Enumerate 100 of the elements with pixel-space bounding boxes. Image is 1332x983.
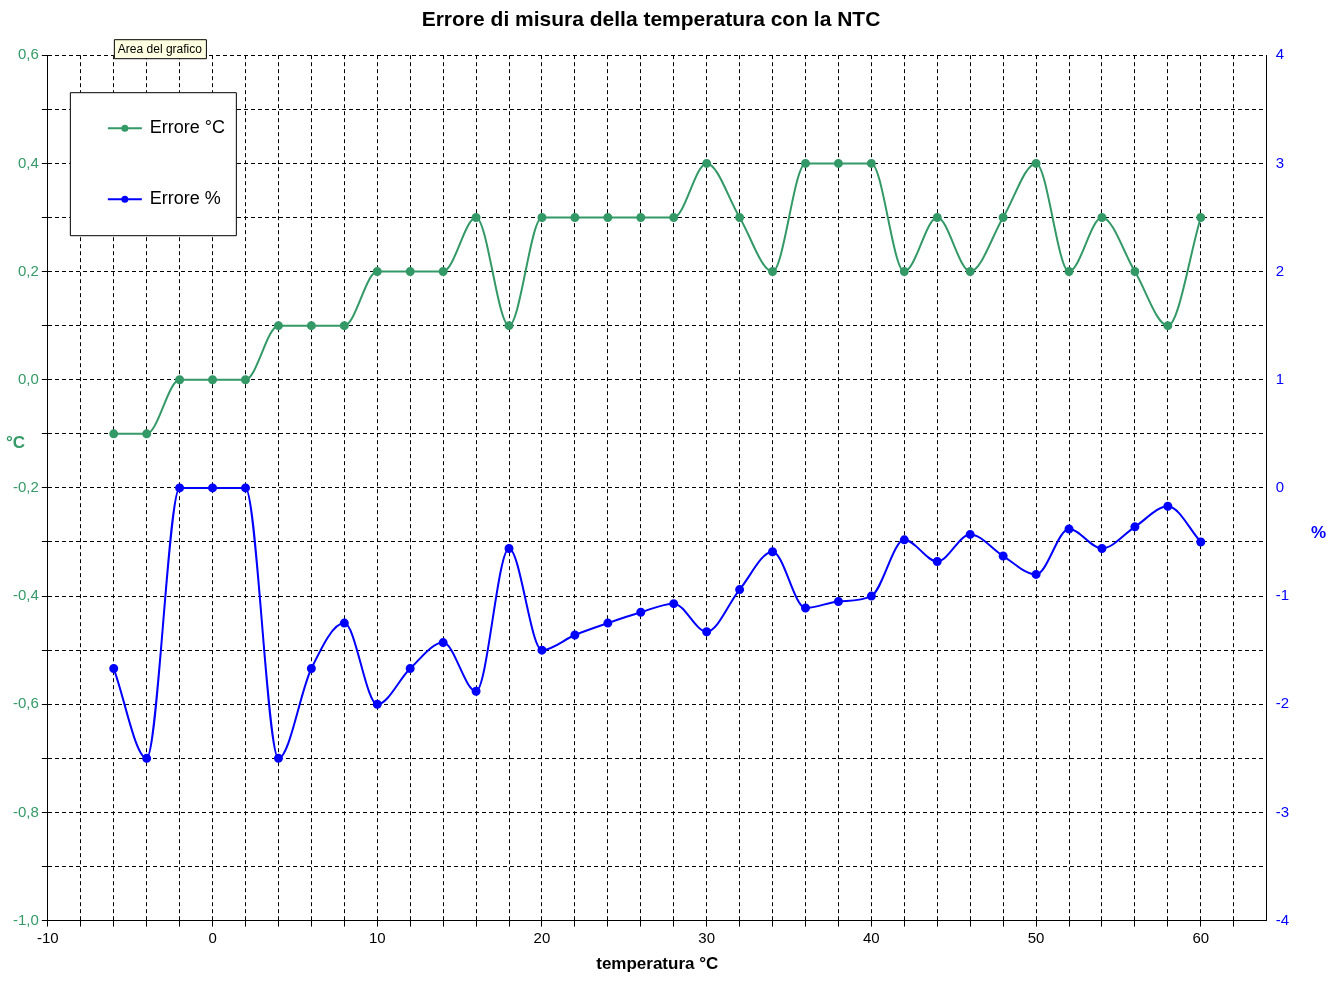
point: [537, 645, 547, 655]
point: [735, 212, 745, 222]
point: [768, 547, 778, 557]
point: [240, 483, 250, 493]
point: [1130, 522, 1140, 532]
point: [965, 267, 975, 277]
x-tick-label: 50: [1027, 928, 1045, 946]
y-tick-label: 0,0: [17, 369, 39, 387]
point: [405, 267, 415, 277]
y2-tick-label: 1: [1275, 369, 1285, 387]
point: [932, 556, 942, 566]
point: [175, 483, 185, 493]
point: [1031, 569, 1041, 579]
y-tick-label: 0,2: [17, 261, 39, 279]
point: [998, 212, 1008, 222]
legend-label: Errore °C: [149, 117, 226, 138]
point: [669, 212, 679, 222]
point: [735, 585, 745, 595]
point: [1031, 158, 1041, 168]
y-tick-label: -0,8: [12, 802, 39, 820]
point: [702, 158, 712, 168]
point: [965, 529, 975, 539]
y2-tick-label: -4: [1275, 910, 1290, 928]
point: [1163, 501, 1173, 511]
point: [175, 375, 185, 385]
point: [339, 321, 349, 331]
point: [438, 267, 448, 277]
point: [800, 158, 810, 168]
x-tick-label: 10: [368, 928, 386, 946]
x-tick-label: 0: [208, 928, 217, 946]
point: [603, 618, 613, 628]
y-tick-label: -0,6: [12, 694, 39, 712]
y-tick-label: -0,2: [12, 478, 39, 496]
x-tick-label: 30: [698, 928, 716, 946]
point: [471, 212, 481, 222]
point: [1097, 543, 1107, 553]
x-axis-title: temperatura °C: [596, 954, 719, 974]
point: [1163, 321, 1173, 331]
point: [570, 212, 580, 222]
chart-title: Errore di misura della temperatura con la NTC: [421, 7, 881, 31]
y-tick-label: 0,4: [17, 153, 39, 171]
point: [932, 212, 942, 222]
y-tick-label: -1,0: [12, 910, 39, 928]
point: [1097, 212, 1107, 222]
point: [372, 267, 382, 277]
point: [1064, 524, 1074, 534]
y2-tick-label: -1: [1275, 586, 1290, 604]
point: [1196, 537, 1206, 547]
point: [702, 627, 712, 637]
point: [339, 618, 349, 628]
point: [636, 212, 646, 222]
point: [306, 664, 316, 674]
y2-tick-label: 3: [1275, 153, 1285, 171]
y2-tick-label: 2: [1275, 261, 1285, 279]
point: [405, 664, 415, 674]
point: [142, 429, 152, 439]
point: [1130, 267, 1140, 277]
y-axis-title: °C: [6, 432, 26, 452]
point: [208, 483, 218, 493]
y2-tick-label: 0: [1275, 478, 1285, 496]
point: [1064, 267, 1074, 277]
y2-axis-title: %: [1310, 522, 1326, 542]
x-tick-label: 60: [1192, 928, 1210, 946]
y2-tick-label: -2: [1275, 694, 1290, 712]
point: [438, 638, 448, 648]
point: [142, 753, 152, 763]
point: [899, 267, 909, 277]
point: [273, 321, 283, 331]
y-tick-label: 0,6: [17, 45, 39, 63]
point: [833, 596, 843, 606]
point: [471, 686, 481, 696]
x-tick-label: 20: [533, 928, 551, 946]
point: [768, 267, 778, 277]
point: [669, 599, 679, 609]
point: [636, 607, 646, 617]
point: [208, 375, 218, 385]
annotation: Area del grafico: [117, 41, 203, 56]
point: [603, 212, 613, 222]
point: [306, 321, 316, 331]
point: [570, 630, 580, 640]
y-tick-label: -0,4: [12, 586, 39, 604]
point: [833, 158, 843, 168]
point: [998, 551, 1008, 561]
point: [866, 591, 876, 601]
point: [109, 664, 119, 674]
point: [372, 699, 382, 709]
x-tick-label: -10: [37, 928, 59, 946]
point: [109, 429, 119, 439]
point: [1196, 212, 1206, 222]
point: [504, 321, 514, 331]
y2-tick-label: -3: [1275, 802, 1290, 820]
y2-tick-label: 4: [1275, 45, 1285, 63]
x-tick-label: 40: [863, 928, 880, 946]
point: [240, 375, 250, 385]
point: [866, 158, 876, 168]
point: [537, 212, 547, 222]
point: [504, 543, 514, 553]
point: [899, 535, 909, 545]
point: [273, 753, 283, 763]
point: [800, 603, 810, 613]
